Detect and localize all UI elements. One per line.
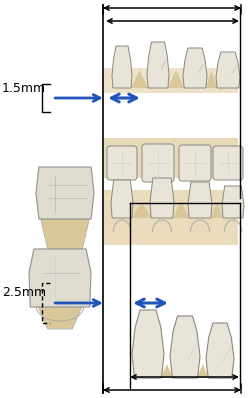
FancyBboxPatch shape	[107, 146, 137, 180]
Polygon shape	[132, 202, 152, 218]
Polygon shape	[206, 70, 217, 88]
Polygon shape	[132, 310, 164, 378]
Polygon shape	[170, 316, 200, 378]
FancyBboxPatch shape	[213, 146, 243, 180]
FancyBboxPatch shape	[142, 144, 174, 182]
Polygon shape	[147, 42, 169, 88]
Text: 1.5mm: 1.5mm	[2, 82, 46, 94]
FancyBboxPatch shape	[179, 145, 211, 181]
Text: 2.5mm: 2.5mm	[2, 287, 46, 300]
Polygon shape	[188, 182, 212, 218]
Polygon shape	[150, 178, 174, 218]
Polygon shape	[222, 186, 244, 218]
Polygon shape	[206, 323, 234, 378]
Polygon shape	[168, 70, 184, 88]
Polygon shape	[197, 364, 209, 378]
Polygon shape	[111, 180, 133, 218]
Polygon shape	[183, 48, 207, 88]
Polygon shape	[173, 202, 189, 218]
Polygon shape	[38, 307, 82, 329]
FancyBboxPatch shape	[104, 68, 238, 93]
Polygon shape	[131, 70, 148, 88]
Polygon shape	[41, 219, 89, 249]
FancyBboxPatch shape	[104, 138, 238, 178]
Polygon shape	[216, 52, 240, 88]
Polygon shape	[211, 202, 223, 218]
Polygon shape	[112, 46, 132, 88]
Polygon shape	[36, 167, 94, 219]
Polygon shape	[161, 364, 173, 378]
Polygon shape	[29, 249, 91, 307]
FancyBboxPatch shape	[104, 190, 238, 245]
